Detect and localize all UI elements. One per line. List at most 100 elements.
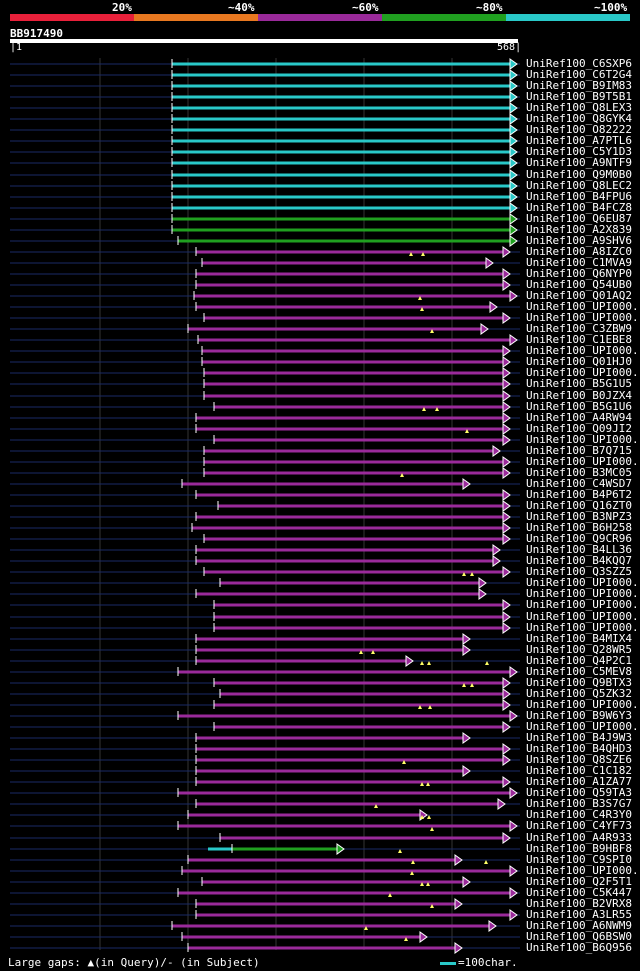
hit-label[interactable]: UniRef100_UPI000.. bbox=[526, 344, 640, 357]
hit-label[interactable]: UniRef100_Q6NYP0 bbox=[526, 267, 632, 280]
gap-triangle-icon bbox=[427, 661, 431, 665]
hit-label[interactable]: UniRef100_C3ZBW9 bbox=[526, 322, 632, 335]
hit-label[interactable]: UniRef100_C4WSD7 bbox=[526, 477, 632, 490]
hit-end-arrow bbox=[509, 157, 518, 169]
hit-end-arrow bbox=[454, 942, 463, 954]
hit-label[interactable]: UniRef100_A9SHV6 bbox=[526, 234, 632, 247]
hit-label[interactable]: UniRef100_B6Q956 bbox=[526, 941, 632, 954]
hit-label[interactable]: UniRef100_Q3SZZ5 bbox=[526, 565, 632, 578]
hit-label[interactable]: UniRef100_Q54UB0 bbox=[526, 278, 632, 291]
hit-label[interactable]: UniRef100_Q8GYK4 bbox=[526, 112, 632, 125]
hit-label[interactable]: UniRef100_A2X839 bbox=[526, 223, 632, 236]
hit-label[interactable]: UniRef100_Q4P2C1 bbox=[526, 654, 632, 667]
hit-label[interactable]: UniRef100_B4MIX4 bbox=[526, 632, 632, 645]
legend-label-20: 20% bbox=[112, 1, 132, 14]
hit-label[interactable]: UniRef100_B5G1U6 bbox=[526, 400, 632, 413]
hit-end-arrow bbox=[509, 58, 518, 70]
hit-label[interactable]: UniRef100_A9NTF9 bbox=[526, 156, 632, 169]
hit-end-arrow bbox=[509, 169, 518, 181]
hit-label[interactable]: UniRef100_Q6BSW0 bbox=[526, 930, 632, 943]
hit-label[interactable]: UniRef100_B2VRX8 bbox=[526, 897, 632, 910]
hit-label[interactable]: UniRef100_B3S7G7 bbox=[526, 797, 632, 810]
hit-label[interactable]: UniRef100_A1ZA77 bbox=[526, 775, 632, 788]
hit-label[interactable]: UniRef100_C1C182 bbox=[526, 764, 632, 777]
hit-label[interactable]: UniRef100_Q2F5T1 bbox=[526, 875, 632, 888]
hit-label[interactable]: UniRef100_B6H258 bbox=[526, 521, 632, 534]
hit-label[interactable]: UniRef100_B4J9W3 bbox=[526, 731, 632, 744]
hit-end-arrow bbox=[502, 500, 511, 512]
hit-label[interactable]: UniRef100_Q9M0B0 bbox=[526, 168, 632, 181]
hit-label[interactable]: UniRef100_Q5ZK32 bbox=[526, 687, 632, 700]
hit-label[interactable]: UniRef100_O82222 bbox=[526, 123, 632, 136]
hit-label[interactable]: UniRef100_UPI000.. bbox=[526, 311, 640, 324]
hit-label[interactable]: UniRef100_B4FPU6 bbox=[526, 190, 632, 203]
gap-triangle-icon bbox=[420, 307, 424, 311]
hit-end-arrow bbox=[509, 865, 518, 877]
hit-label[interactable]: UniRef100_A8IZC0 bbox=[526, 245, 632, 258]
hit-label[interactable]: UniRef100_Q8LEC2 bbox=[526, 179, 632, 192]
hit-label[interactable]: UniRef100_Q6EU87 bbox=[526, 212, 632, 225]
hit-label[interactable]: UniRef100_C4R3Y0 bbox=[526, 808, 632, 821]
hit-label[interactable]: UniRef100_B4FCZ8 bbox=[526, 201, 632, 214]
hit-label[interactable]: UniRef100_C6SXP6 bbox=[526, 57, 632, 70]
hit-label[interactable]: UniRef100_Q01HJ0 bbox=[526, 355, 632, 368]
hit-label[interactable]: UniRef100_UPI000.. bbox=[526, 576, 640, 589]
gap-triangle-icon bbox=[421, 252, 425, 256]
hit-label[interactable]: UniRef100_C5Y1D3 bbox=[526, 145, 632, 158]
hit-label[interactable]: UniRef100_B4LL36 bbox=[526, 543, 632, 556]
hit-label[interactable]: UniRef100_C4YF73 bbox=[526, 819, 632, 832]
hit-label[interactable]: UniRef100_B0JZX4 bbox=[526, 389, 632, 402]
hit-label[interactable]: UniRef100_A4RW94 bbox=[526, 411, 632, 424]
hit-label[interactable]: UniRef100_UPI000.. bbox=[526, 455, 640, 468]
hit-label[interactable]: UniRef100_Q8SZE6 bbox=[526, 753, 632, 766]
hit-end-arrow bbox=[462, 876, 471, 888]
gap-triangle-icon bbox=[364, 926, 368, 930]
hit-label[interactable]: UniRef100_Q09JI2 bbox=[526, 422, 632, 435]
hit-label[interactable]: UniRef100_C5MEV8 bbox=[526, 665, 632, 678]
hit-end-arrow bbox=[502, 345, 511, 357]
hit-end-arrow bbox=[336, 843, 345, 855]
hit-label[interactable]: UniRef100_B4QHD3 bbox=[526, 742, 632, 755]
legend-swatch-100 bbox=[506, 14, 630, 21]
hit-label[interactable]: UniRef100_B4P6T2 bbox=[526, 488, 632, 501]
hit-label[interactable]: UniRef100_UPI000.. bbox=[526, 300, 640, 313]
hit-label[interactable]: UniRef100_UPI000.. bbox=[526, 433, 640, 446]
hit-label[interactable]: UniRef100_A3LR55 bbox=[526, 908, 632, 921]
hit-label[interactable]: UniRef100_B9W6Y3 bbox=[526, 709, 632, 722]
hit-label[interactable]: UniRef100_B4KQQ7 bbox=[526, 554, 632, 567]
hit-label[interactable]: UniRef100_C9SPI0 bbox=[526, 853, 632, 866]
hit-label[interactable]: UniRef100_UPI000.. bbox=[526, 698, 640, 711]
hit-label[interactable]: UniRef100_B3NPZ3 bbox=[526, 510, 632, 523]
hit-label[interactable]: UniRef100_UPI000.. bbox=[526, 610, 640, 623]
hit-label[interactable]: UniRef100_UPI000.. bbox=[526, 720, 640, 733]
hit-label[interactable]: UniRef100_B9HBF8 bbox=[526, 842, 632, 855]
hit-label[interactable]: UniRef100_UPI000.. bbox=[526, 621, 640, 634]
hit-label[interactable]: UniRef100_C5K447 bbox=[526, 886, 632, 899]
hit-label[interactable]: UniRef100_B7Q715 bbox=[526, 444, 632, 457]
hit-label[interactable]: UniRef100_C1MVA9 bbox=[526, 256, 632, 269]
hit-label[interactable]: UniRef100_Q9BTX3 bbox=[526, 676, 632, 689]
hit-label[interactable]: UniRef100_A7PTL6 bbox=[526, 134, 632, 147]
hit-label[interactable]: UniRef100_Q8LEX3 bbox=[526, 101, 632, 114]
hit-label[interactable]: UniRef100_Q9CR96 bbox=[526, 532, 632, 545]
hit-label[interactable]: UniRef100_B9T5B1 bbox=[526, 90, 632, 103]
hit-label[interactable]: UniRef100_UPI000.. bbox=[526, 598, 640, 611]
hit-label[interactable]: UniRef100_Q16ZT0 bbox=[526, 499, 632, 512]
hit-label[interactable]: UniRef100_UPI000.. bbox=[526, 587, 640, 600]
hit-label[interactable]: UniRef100_UPI000.. bbox=[526, 864, 640, 877]
hit-label[interactable]: UniRef100_UPI000.. bbox=[526, 366, 640, 379]
hit-label[interactable]: UniRef100_Q59TA3 bbox=[526, 786, 632, 799]
hit-label[interactable]: UniRef100_C6T2G4 bbox=[526, 68, 632, 81]
gap-triangle-icon bbox=[388, 893, 392, 897]
hit-label[interactable]: UniRef100_A4R933 bbox=[526, 831, 632, 844]
hit-label[interactable]: UniRef100_B9IM83 bbox=[526, 79, 632, 92]
hit-label[interactable]: UniRef100_B3MC05 bbox=[526, 466, 632, 479]
hit-end-arrow bbox=[454, 898, 463, 910]
hit-label[interactable]: UniRef100_Q01AQ2 bbox=[526, 289, 632, 302]
hit-label[interactable]: UniRef100_B5G1U5 bbox=[526, 377, 632, 390]
hit-label[interactable]: UniRef100_A6NWM9 bbox=[526, 919, 632, 932]
hit-end-arrow bbox=[509, 135, 518, 147]
legend-label-60: ~60% bbox=[352, 1, 379, 14]
hit-label[interactable]: UniRef100_Q28WR5 bbox=[526, 643, 632, 656]
hit-label[interactable]: UniRef100_C1EBE8 bbox=[526, 333, 632, 346]
